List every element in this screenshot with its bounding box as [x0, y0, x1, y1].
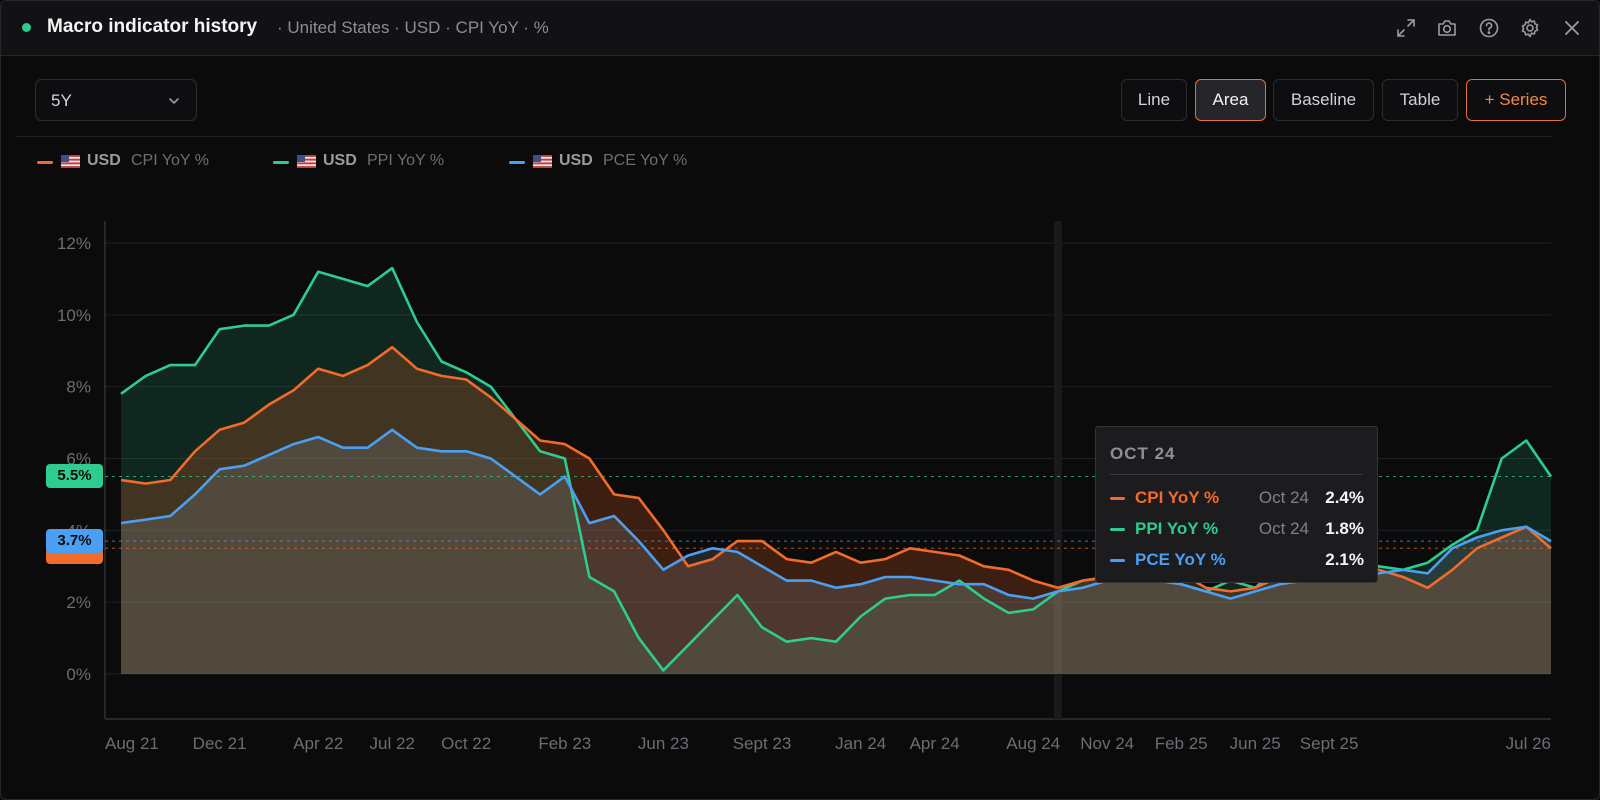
- y-tick-label: 8%: [66, 378, 91, 397]
- tooltip-series-value: 1.8%: [1325, 519, 1364, 538]
- chart-type-baseline-button[interactable]: Baseline: [1273, 79, 1374, 121]
- legend-swatch: [37, 161, 53, 164]
- y-tick-label: 10%: [57, 306, 91, 325]
- tooltip-series-date: Oct 24: [1258, 488, 1309, 507]
- y-tick-label: 2%: [66, 593, 91, 612]
- y-tick-label: 0%: [66, 665, 91, 684]
- pce-last-value-tag: 3.7%: [46, 529, 103, 554]
- x-tick-label: Jun 25: [1230, 734, 1281, 753]
- tooltip-series-value: 2.1%: [1325, 550, 1364, 569]
- x-tick-label: Aug 21: [105, 734, 159, 753]
- x-tick-label: Aug 24: [1006, 734, 1060, 753]
- tooltip-series-value: 2.4%: [1325, 488, 1364, 507]
- x-tick-label: Nov 24: [1080, 734, 1134, 753]
- legend-currency-code: USD: [559, 152, 593, 169]
- tooltip-series-label: PPI YoY %: [1135, 519, 1219, 538]
- x-tick-label: Jul 22: [370, 734, 415, 753]
- window-title: Macro indicator history: [47, 16, 258, 37]
- live-status-dot: [22, 23, 31, 32]
- expand-icon[interactable]: [1395, 17, 1417, 39]
- legend-series-name: CPI YoY %: [131, 152, 209, 169]
- title-bar: Macro indicator history · United States …: [1, 1, 1599, 56]
- close-icon[interactable]: [1561, 17, 1583, 39]
- x-tick-label: Apr 22: [293, 734, 343, 753]
- x-tick-label: Oct 22: [441, 734, 491, 753]
- legend-swatch: [273, 161, 289, 164]
- ppi-last-value-tag: 5.5%: [46, 464, 103, 489]
- y-tick-label: 6%: [66, 450, 91, 469]
- time-range-select[interactable]: 5Y: [35, 79, 197, 121]
- x-tick-label: Sept 25: [1300, 734, 1359, 753]
- camera-icon[interactable]: [1436, 17, 1458, 39]
- settings-icon[interactable]: [1519, 17, 1541, 39]
- chart-type-line-button[interactable]: Line: [1121, 79, 1187, 121]
- legend-currency-code: USD: [87, 152, 121, 169]
- window-subtitle: · United States · USD · CPI YoY · %: [277, 18, 549, 37]
- crosshair-band: [1053, 221, 1062, 719]
- area-fill-pce: [121, 429, 1551, 674]
- chevron-down-icon: [169, 98, 179, 105]
- legend-currency-code: USD: [323, 152, 357, 169]
- time-range-value: 5Y: [51, 91, 72, 110]
- help-icon[interactable]: [1478, 17, 1500, 39]
- crosshair-tooltip: OCT 24 CPI YoY % Oct 24 2.4% PPI YoY % O…: [1095, 426, 1378, 583]
- x-tick-label: Feb 25: [1155, 734, 1208, 753]
- y-tick-label: 12%: [57, 234, 91, 253]
- x-tick-label: Feb 23: [538, 734, 591, 753]
- legend-series-name: PPI YoY %: [367, 152, 445, 169]
- tooltip-swatch: [1110, 497, 1125, 500]
- tooltip-row-pce: PCE YoY % 2.1%: [1110, 548, 1364, 572]
- x-tick-label: Jan 24: [835, 734, 886, 753]
- tooltip-series-label: PCE YoY %: [1135, 550, 1226, 569]
- tooltip-row-cpi: CPI YoY % Oct 24 2.4%: [1110, 486, 1364, 510]
- area-fill-cpi: [121, 347, 1551, 674]
- us-flag-icon: [533, 155, 552, 168]
- us-flag-icon: [61, 155, 80, 168]
- tooltip-row-ppi: PPI YoY % Oct 24 1.8%: [1110, 517, 1364, 541]
- tooltip-divider: [1110, 474, 1363, 475]
- x-tick-label: Jul 26: [1506, 734, 1551, 753]
- us-flag-icon: [297, 155, 316, 168]
- area-fill-ppi: [121, 268, 1551, 674]
- tooltip-series-label: CPI YoY %: [1135, 488, 1220, 507]
- table-view-button[interactable]: Table: [1382, 79, 1458, 121]
- tooltip-series-date: Oct 24: [1258, 519, 1309, 538]
- legend-series-name: PCE YoY %: [603, 152, 688, 169]
- x-tick-label: Jun 23: [638, 734, 689, 753]
- x-tick-label: Dec 21: [193, 734, 247, 753]
- tooltip-date-header: OCT 24: [1110, 444, 1176, 463]
- x-tick-label: Sept 23: [733, 734, 792, 753]
- chart-type-area-button[interactable]: Area: [1195, 79, 1266, 121]
- legend-swatch: [509, 161, 525, 164]
- tooltip-swatch: [1110, 528, 1125, 531]
- add-series-button[interactable]: + Series: [1466, 79, 1566, 121]
- tooltip-swatch: [1110, 559, 1125, 562]
- chart-toolbar: 5Y Line Area Baseline Table + Series: [15, 55, 1566, 137]
- x-tick-label: Apr 24: [910, 734, 960, 753]
